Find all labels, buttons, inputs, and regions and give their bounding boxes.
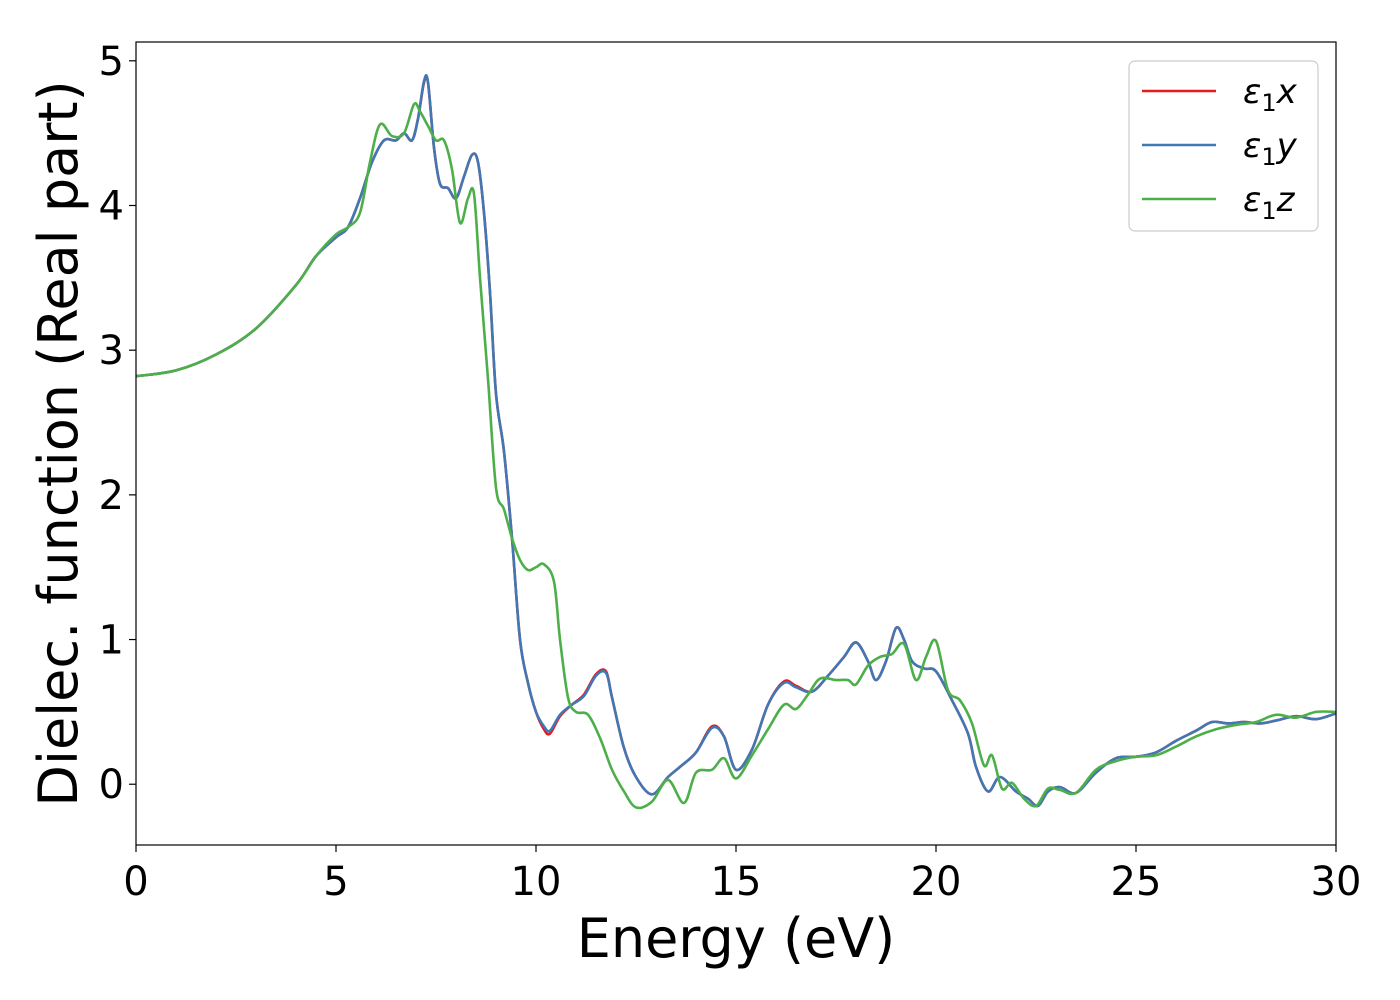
plot-area <box>136 74 1336 810</box>
y-axis-label: Dielec. function (Real part) <box>27 80 90 806</box>
x-axis-label: Energy (eV) <box>577 907 896 970</box>
y-tick-label: 4 <box>99 183 124 229</box>
plot-frame <box>135 41 1337 846</box>
series-line-z <box>136 102 1336 810</box>
x-tick-label: 15 <box>711 859 762 905</box>
legend-box <box>1128 60 1319 232</box>
x-axis: 0 5 10 15 20 25 30 <box>123 845 1361 905</box>
y-axis: 0 1 2 3 4 5 <box>99 39 136 808</box>
legend-label-z: ε1z <box>1243 180 1296 225</box>
x-tick-label: 5 <box>323 859 348 905</box>
y-tick-label: 5 <box>99 39 124 85</box>
x-tick-label: 30 <box>1311 859 1362 905</box>
y-tick-label: 3 <box>99 328 124 374</box>
legend-label-x: ε1x <box>1243 72 1298 117</box>
y-tick-label: 0 <box>99 762 124 808</box>
legend-label-y: ε1y <box>1243 126 1298 171</box>
x-tick-label: 0 <box>123 859 148 905</box>
x-tick-label: 25 <box>1111 859 1162 905</box>
series-line-y <box>136 74 1336 808</box>
x-tick-label: 10 <box>511 859 562 905</box>
x-tick-label: 20 <box>911 859 962 905</box>
legend: ε1x ε1y ε1z <box>1128 60 1319 232</box>
y-tick-label: 1 <box>99 618 124 664</box>
y-tick-label: 2 <box>99 473 124 519</box>
